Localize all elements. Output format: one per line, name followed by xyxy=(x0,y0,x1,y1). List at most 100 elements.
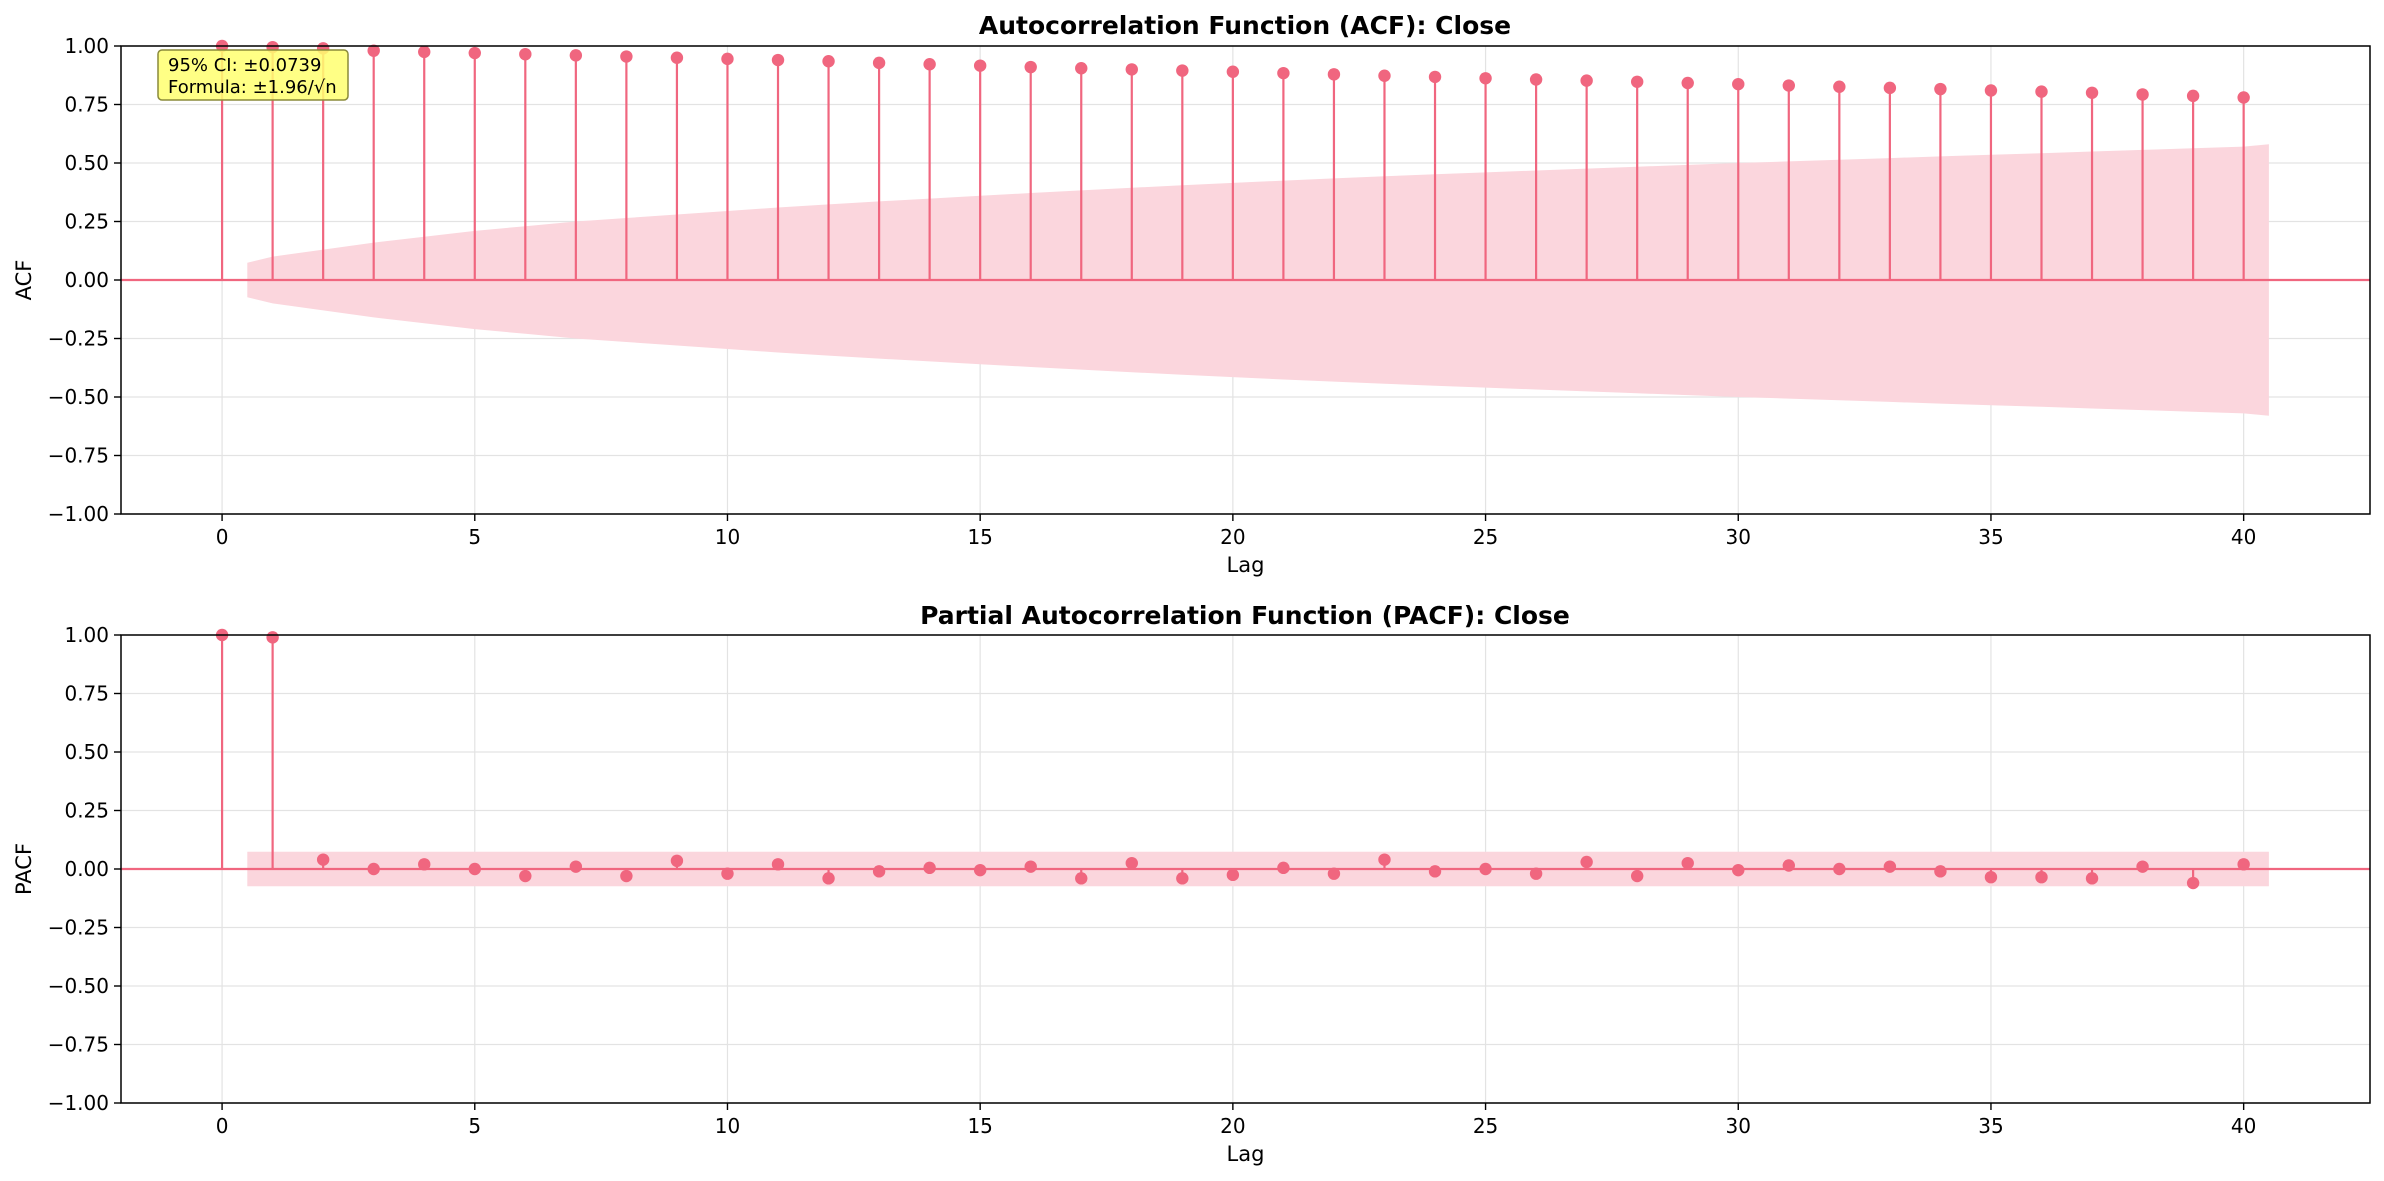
pacf-point-lag-39 xyxy=(2186,876,2200,890)
acf-point-lag-30 xyxy=(1732,77,1745,91)
pacf-x-tick-label: 30 xyxy=(1726,1114,1751,1138)
acf-y-tick-label: 1.00 xyxy=(64,34,109,58)
pacf-y-tick-label: 1.00 xyxy=(64,623,109,647)
pacf-x-tick-label: 5 xyxy=(468,1114,481,1138)
acf-x-tick-label: 35 xyxy=(1978,525,2003,549)
ci-annotation-line2: Formula: ±1.96/√n xyxy=(168,77,337,98)
acf-y-tick-label: −1.00 xyxy=(48,502,109,526)
pacf-y-ticks: −1.00 −0.75 −0.50 −0.25 0.00 0.25 0.50 0.75 1.00 xyxy=(48,623,121,1115)
pacf-point-lag-29 xyxy=(1681,856,1694,870)
acf-point-lag-12 xyxy=(822,55,835,68)
pacf-x-tick-label: 15 xyxy=(967,1114,992,1138)
acf-x-tick-label: 10 xyxy=(715,525,740,549)
pacf-x-tick-label: 35 xyxy=(1978,1114,2003,1138)
acf-point-lag-36 xyxy=(2035,85,2048,98)
acf-y-tick-label: 0.50 xyxy=(64,151,109,175)
pacf-point-lag-30 xyxy=(1732,863,1745,877)
pacf-point-lag-34 xyxy=(1934,865,1947,878)
pacf-y-tick-label: −0.25 xyxy=(48,916,109,940)
pacf-point-lag-31 xyxy=(1782,859,1795,872)
acf-point-lag-21 xyxy=(1277,66,1290,80)
pacf-point-lag-25 xyxy=(1479,862,1492,876)
pacf-x-tick-label: 25 xyxy=(1473,1114,1498,1138)
acf-panel: Autocorrelation Function (ACF): Close 0 5… xyxy=(12,11,2371,577)
pacf-point-lag-37 xyxy=(2085,872,2099,885)
acf-point-lag-26 xyxy=(1529,73,1543,86)
acf-y-tick-label: −0.25 xyxy=(48,327,109,351)
ci-annotation-box xyxy=(157,49,349,101)
pacf-point-lag-17 xyxy=(1075,872,1088,885)
pacf-point-lag-12 xyxy=(822,872,835,885)
pacf-x-tick-label: 40 xyxy=(2231,1114,2256,1138)
pacf-panel: Partial Autocorrelation Function (PACF):… xyxy=(12,601,2371,1166)
pacf-y-tick-label: 0.75 xyxy=(64,682,109,706)
acf-point-lag-25 xyxy=(1479,72,1492,85)
pacf-point-lag-16 xyxy=(1024,860,1037,873)
acf-point-lag-5 xyxy=(468,46,481,60)
acf-point-lag-37 xyxy=(2085,86,2099,100)
acf-point-lag-9 xyxy=(670,51,684,64)
pacf-point-lag-33 xyxy=(1883,860,1897,873)
acf-point-lag-27 xyxy=(1580,74,1593,87)
acf-point-lag-8 xyxy=(620,50,633,63)
pacf-point-lag-36 xyxy=(2035,870,2048,884)
acf-x-tick-label: 25 xyxy=(1473,525,1498,549)
pacf-point-lag-15 xyxy=(973,863,987,877)
acf-point-lag-29 xyxy=(1681,76,1694,90)
pacf-point-lag-26 xyxy=(1529,867,1543,880)
acf-y-ticks: −1.00 −0.75 −0.50 −0.25 0.00 0.25 0.50 0.75 1.00 xyxy=(48,34,121,526)
acf-point-lag-13 xyxy=(872,56,886,70)
acf-stems xyxy=(220,46,2245,280)
ci-annotation-line1: 95% CI: ±0.0739 xyxy=(168,55,321,76)
pacf-point-lag-11 xyxy=(771,858,785,871)
pacf-point-lag-6 xyxy=(519,869,532,883)
pacf-y-tick-label: 0.00 xyxy=(64,857,109,881)
acf-point-lag-35 xyxy=(1984,84,1998,97)
pacf-point-lag-13 xyxy=(872,865,886,878)
acf-point-lag-24 xyxy=(1428,70,1442,84)
acf-point-lag-4 xyxy=(418,45,431,59)
pacf-point-lag-8 xyxy=(620,869,633,883)
ci-annotation: 95% CI: ±0.0739 Formula: ±1.96/√n xyxy=(157,49,349,101)
acf-point-lag-33 xyxy=(1883,81,1897,95)
acf-x-tick-label: 30 xyxy=(1726,525,1751,549)
acf-title: Autocorrelation Function (ACF): Close xyxy=(979,11,1511,40)
pacf-y-axis-label: PACF xyxy=(12,843,36,895)
acf-point-lag-18 xyxy=(1125,63,1138,76)
acf-point-lag-34 xyxy=(1934,82,1947,96)
acf-point-lag-40 xyxy=(2237,91,2250,104)
pacf-point-lag-2 xyxy=(316,853,330,866)
acf-point-lag-39 xyxy=(2186,89,2200,103)
pacf-x-tick-label: 10 xyxy=(715,1114,740,1138)
acf-y-tick-label: −0.50 xyxy=(48,385,109,409)
pacf-point-lag-32 xyxy=(1833,862,1846,876)
acf-point-lag-17 xyxy=(1075,62,1088,75)
acf-y-tick-label: 0.25 xyxy=(64,210,109,234)
acf-y-tick-label: −0.75 xyxy=(48,444,109,468)
pacf-title: Partial Autocorrelation Function (PACF):… xyxy=(920,601,1570,630)
acf-x-axis-label: Lag xyxy=(1227,553,1265,577)
acf-point-lag-14 xyxy=(923,58,936,71)
pacf-x-axis-label: Lag xyxy=(1227,1142,1265,1166)
acf-point-lag-31 xyxy=(1782,79,1795,92)
pacf-x-tick-label: 20 xyxy=(1220,1114,1245,1138)
pacf-point-lag-35 xyxy=(1984,870,1998,884)
acf-point-lag-16 xyxy=(1024,60,1037,74)
acf-y-axis-label: ACF xyxy=(12,260,36,301)
acf-point-lag-3 xyxy=(367,44,380,57)
pacf-point-lag-10 xyxy=(721,867,734,880)
pacf-point-lag-9 xyxy=(670,854,684,868)
pacf-x-ticks: 0 5 10 15 20 25 30 35 40 xyxy=(216,1103,2256,1138)
acf-x-tick-label: 40 xyxy=(2231,525,2256,549)
pacf-point-lag-38 xyxy=(2136,860,2149,873)
acf-x-tick-label: 0 xyxy=(216,525,229,549)
pacf-point-lag-27 xyxy=(1580,855,1593,869)
acf-point-lag-23 xyxy=(1378,69,1391,82)
pacf-point-lag-5 xyxy=(468,862,481,876)
pacf-point-lag-18 xyxy=(1125,856,1138,870)
pacf-point-lag-40 xyxy=(2237,858,2250,871)
pacf-point-lag-7 xyxy=(569,860,583,873)
pacf-markers xyxy=(215,628,2250,890)
pacf-y-tick-label: −0.75 xyxy=(48,1033,109,1057)
